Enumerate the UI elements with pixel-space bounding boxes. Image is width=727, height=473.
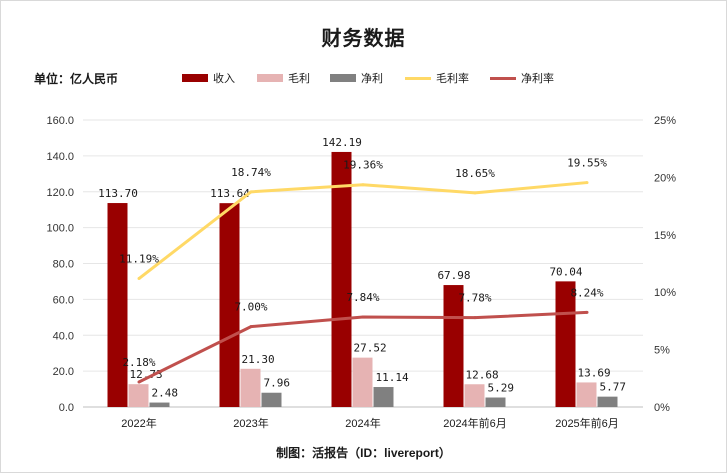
label-net-profit: 2.48 (152, 387, 179, 400)
y-left-tick-label: 0.0 (59, 402, 74, 414)
point-net-margin (585, 310, 589, 314)
y-left-tick-label: 60.0 (53, 294, 74, 306)
label-gross-profit: 12.73 (130, 368, 163, 381)
bar-revenue (107, 203, 128, 407)
point-net-margin (473, 316, 477, 320)
x-tick-label: 2024年前6月 (443, 416, 507, 430)
label-net-profit: 5.77 (600, 381, 627, 394)
label-gross-margin: 18.65% (455, 167, 495, 180)
x-tick-label: 2022年 (121, 416, 156, 430)
y-right-tick-label: 25% (654, 115, 676, 127)
point-gross-margin (137, 277, 141, 281)
legend-label-revenue: 收入 (213, 73, 235, 85)
y-left-tick-label: 20.0 (53, 366, 74, 378)
y-right-tick-label: 15% (654, 230, 676, 242)
unit-label: 单位：亿人民币 (34, 72, 119, 86)
bar-gross-profit (352, 357, 373, 407)
label-gross-margin: 19.36% (343, 159, 383, 172)
bar-net-profit (485, 397, 506, 407)
label-revenue: 70.04 (549, 265, 582, 278)
point-gross-margin (361, 183, 365, 187)
bar-net-profit (373, 387, 394, 407)
y-left-tick-label: 140.0 (46, 151, 74, 163)
y-right-tick-label: 5% (654, 345, 670, 357)
bar-net-profit (261, 392, 282, 407)
x-tick-label: 2024年 (345, 416, 380, 430)
y-right-tick-label: 0% (654, 402, 670, 414)
label-net-margin: 7.84% (346, 291, 379, 304)
label-gross-profit: 12.68 (466, 368, 499, 381)
label-gross-profit: 13.69 (578, 366, 611, 379)
label-revenue: 113.70 (98, 187, 138, 200)
bar-net-profit (149, 402, 170, 407)
legend-item-revenue[interactable]: 收入 (182, 70, 235, 86)
bar-net-profit (597, 396, 618, 407)
legend-item-gross-profit[interactable]: 毛利 (257, 70, 310, 86)
point-net-margin (361, 315, 365, 319)
point-gross-margin (585, 181, 589, 185)
y-left-tick-label: 80.0 (53, 259, 74, 271)
bar-revenue (555, 281, 576, 407)
point-net-margin (137, 380, 141, 384)
label-gross-margin: 11.19% (119, 253, 159, 266)
label-net-margin: 7.00% (234, 301, 267, 314)
label-net-profit: 5.29 (488, 382, 515, 395)
legend-swatch-revenue (182, 74, 208, 82)
label-revenue: 113.64 (210, 187, 250, 200)
label-net-profit: 7.96 (264, 377, 291, 390)
label-gross-profit: 21.30 (242, 353, 275, 366)
legend-swatch-gross-profit (257, 74, 283, 82)
label-net-margin: 8.24% (570, 286, 603, 299)
legend-item-net-margin[interactable]: 净利率 (490, 70, 554, 86)
label-revenue: 142.19 (322, 136, 362, 149)
legend-label-gross-profit: 毛利 (288, 73, 310, 85)
point-net-margin (249, 325, 253, 329)
legend-item-net-profit[interactable]: 净利 (330, 70, 383, 86)
label-gross-profit: 27.52 (354, 342, 387, 355)
point-gross-margin (473, 191, 477, 195)
y-left-tick-label: 40.0 (53, 330, 74, 342)
x-tick-label: 2025年前6月 (555, 416, 619, 430)
chart-title: 财务数据 (321, 28, 406, 50)
bar-revenue (331, 151, 352, 407)
label-net-profit: 11.14 (376, 371, 409, 384)
label-net-margin: 7.78% (458, 292, 491, 305)
label-revenue: 67.98 (437, 269, 470, 282)
y-right-tick-label: 20% (654, 172, 676, 184)
bar-revenue (219, 203, 240, 407)
y-right-tick-label: 10% (654, 287, 676, 299)
label-net-margin: 2.18% (122, 356, 155, 369)
legend-item-gross-margin[interactable]: 毛利率 (405, 70, 469, 86)
x-tick-label: 2023年 (233, 416, 268, 430)
bar-gross-profit (464, 384, 485, 407)
label-gross-margin: 18.74% (231, 166, 271, 179)
bar-gross-profit (128, 384, 149, 407)
legend-label-gross-margin: 毛利率 (436, 73, 469, 85)
point-gross-margin (249, 190, 253, 194)
bar-revenue (443, 285, 464, 407)
line-gross-margin (138, 181, 588, 280)
label-gross-margin: 19.55% (567, 157, 607, 170)
legend-line-net-margin (490, 76, 516, 80)
legend-line-gross-margin (405, 76, 431, 80)
bar-gross-profit (576, 382, 597, 407)
y-left-tick-label: 160.0 (46, 115, 74, 127)
bar-gross-profit (240, 368, 261, 407)
y-left-tick-label: 120.0 (46, 187, 74, 199)
legend-swatch-net-profit (330, 74, 356, 82)
y-left-tick-label: 100.0 (46, 223, 74, 235)
source-credit: 制图：活报告（ID：livereport） (276, 446, 451, 460)
legend-label-net-profit: 净利 (361, 73, 383, 85)
legend-label-net-margin: 净利率 (521, 73, 554, 85)
